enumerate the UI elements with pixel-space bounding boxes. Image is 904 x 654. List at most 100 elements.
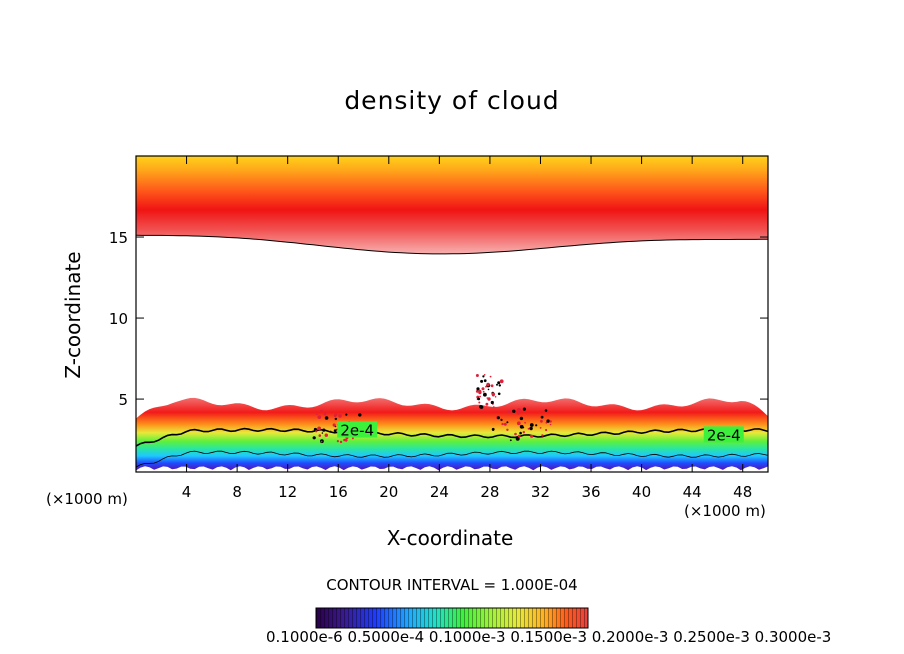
speckle (358, 413, 362, 417)
contour-line-2e-4 (136, 427, 768, 447)
contour-label: 2e-4 (340, 421, 374, 439)
speckle (486, 382, 490, 387)
speckle (333, 429, 337, 432)
x-tick-label: 28 (480, 483, 499, 501)
speckle (320, 409, 323, 413)
speckle (517, 408, 521, 412)
speckle (494, 396, 497, 398)
speckle (491, 428, 495, 431)
speckle (329, 430, 332, 433)
speckle (482, 390, 485, 393)
speckle (479, 405, 483, 409)
speckle (334, 413, 338, 417)
speckle (332, 423, 336, 427)
speckle (522, 431, 525, 434)
speckle (485, 385, 487, 388)
speckle (507, 410, 511, 414)
speckle (476, 387, 480, 391)
speckle (540, 419, 543, 423)
speckle (480, 379, 484, 383)
lower-contour-line (136, 450, 768, 468)
speckle (338, 414, 342, 418)
speckle (477, 397, 481, 401)
speckle (315, 430, 318, 433)
x-tick-label: 48 (733, 483, 752, 501)
speckle (490, 384, 494, 388)
speckle (519, 416, 524, 421)
x-unit-label-left: (×1000 m) (46, 490, 128, 508)
speckle (493, 406, 495, 408)
speckle (544, 409, 548, 412)
speckle (496, 416, 500, 420)
speckle (506, 428, 509, 431)
plot-frame (135, 155, 769, 473)
speckle (351, 437, 354, 440)
speckle (516, 421, 521, 426)
speckle (321, 432, 324, 434)
y-tick-label: 10 (109, 310, 128, 328)
speckle (497, 392, 501, 396)
speckle (539, 427, 542, 429)
speckle (540, 415, 544, 419)
speckle (535, 424, 538, 427)
speckle (517, 434, 521, 438)
speckle (318, 434, 322, 437)
speckle (491, 392, 496, 397)
y-tick-label: 5 (118, 391, 128, 409)
speckle (317, 415, 322, 419)
speckle (324, 433, 328, 437)
speckle (339, 440, 343, 444)
contour-label-bg (703, 426, 744, 443)
speckle (509, 439, 512, 442)
speckle (483, 374, 486, 376)
speckle (515, 436, 520, 441)
speckle (496, 383, 498, 386)
speckle (517, 411, 520, 415)
speckle (524, 421, 526, 424)
speckle (475, 390, 479, 393)
x-tick-label: 36 (581, 483, 600, 501)
speckle (501, 422, 504, 426)
speckle (345, 413, 348, 416)
speckle (316, 413, 318, 416)
x-tick-label: 12 (278, 483, 297, 501)
x-tick-label: 8 (232, 483, 242, 501)
speckle (323, 412, 327, 416)
speckle (541, 434, 544, 437)
speckle (522, 407, 527, 411)
colorbar-frame (315, 607, 589, 629)
speckle (490, 400, 494, 405)
speckle (529, 423, 534, 427)
speckle (478, 390, 482, 395)
speckle (546, 419, 550, 423)
speckle (545, 428, 548, 432)
speckle (545, 421, 548, 424)
upper-contour-line (136, 234, 768, 255)
speckle (487, 388, 490, 391)
speckle (312, 436, 316, 440)
colorbar-stripes (316, 608, 588, 628)
x-axis-label: X-coordinate (386, 526, 514, 550)
speckle (549, 420, 552, 423)
speckle (482, 375, 485, 378)
chart-title: density of cloud (344, 86, 560, 115)
speckle (506, 421, 509, 424)
speckle (486, 397, 489, 399)
contour-label-bg (337, 421, 378, 438)
speckle (481, 387, 485, 391)
x-tick-label: 44 (683, 483, 702, 501)
speckle (487, 397, 491, 401)
speckle (549, 423, 552, 426)
x-tick-label: 32 (531, 483, 550, 501)
speckle (325, 411, 328, 413)
speckle (322, 428, 326, 432)
colorbar-labels: 0.1000e-6 0.5000e-4 0.1000e-3 0.1500e-3 … (266, 628, 832, 646)
speckle (320, 440, 323, 443)
x-tick-label: 16 (329, 483, 348, 501)
speckle (483, 379, 487, 383)
speckle (343, 438, 346, 442)
speckle (483, 392, 487, 397)
speckle (500, 418, 503, 421)
x-tick-label: 24 (430, 483, 449, 501)
